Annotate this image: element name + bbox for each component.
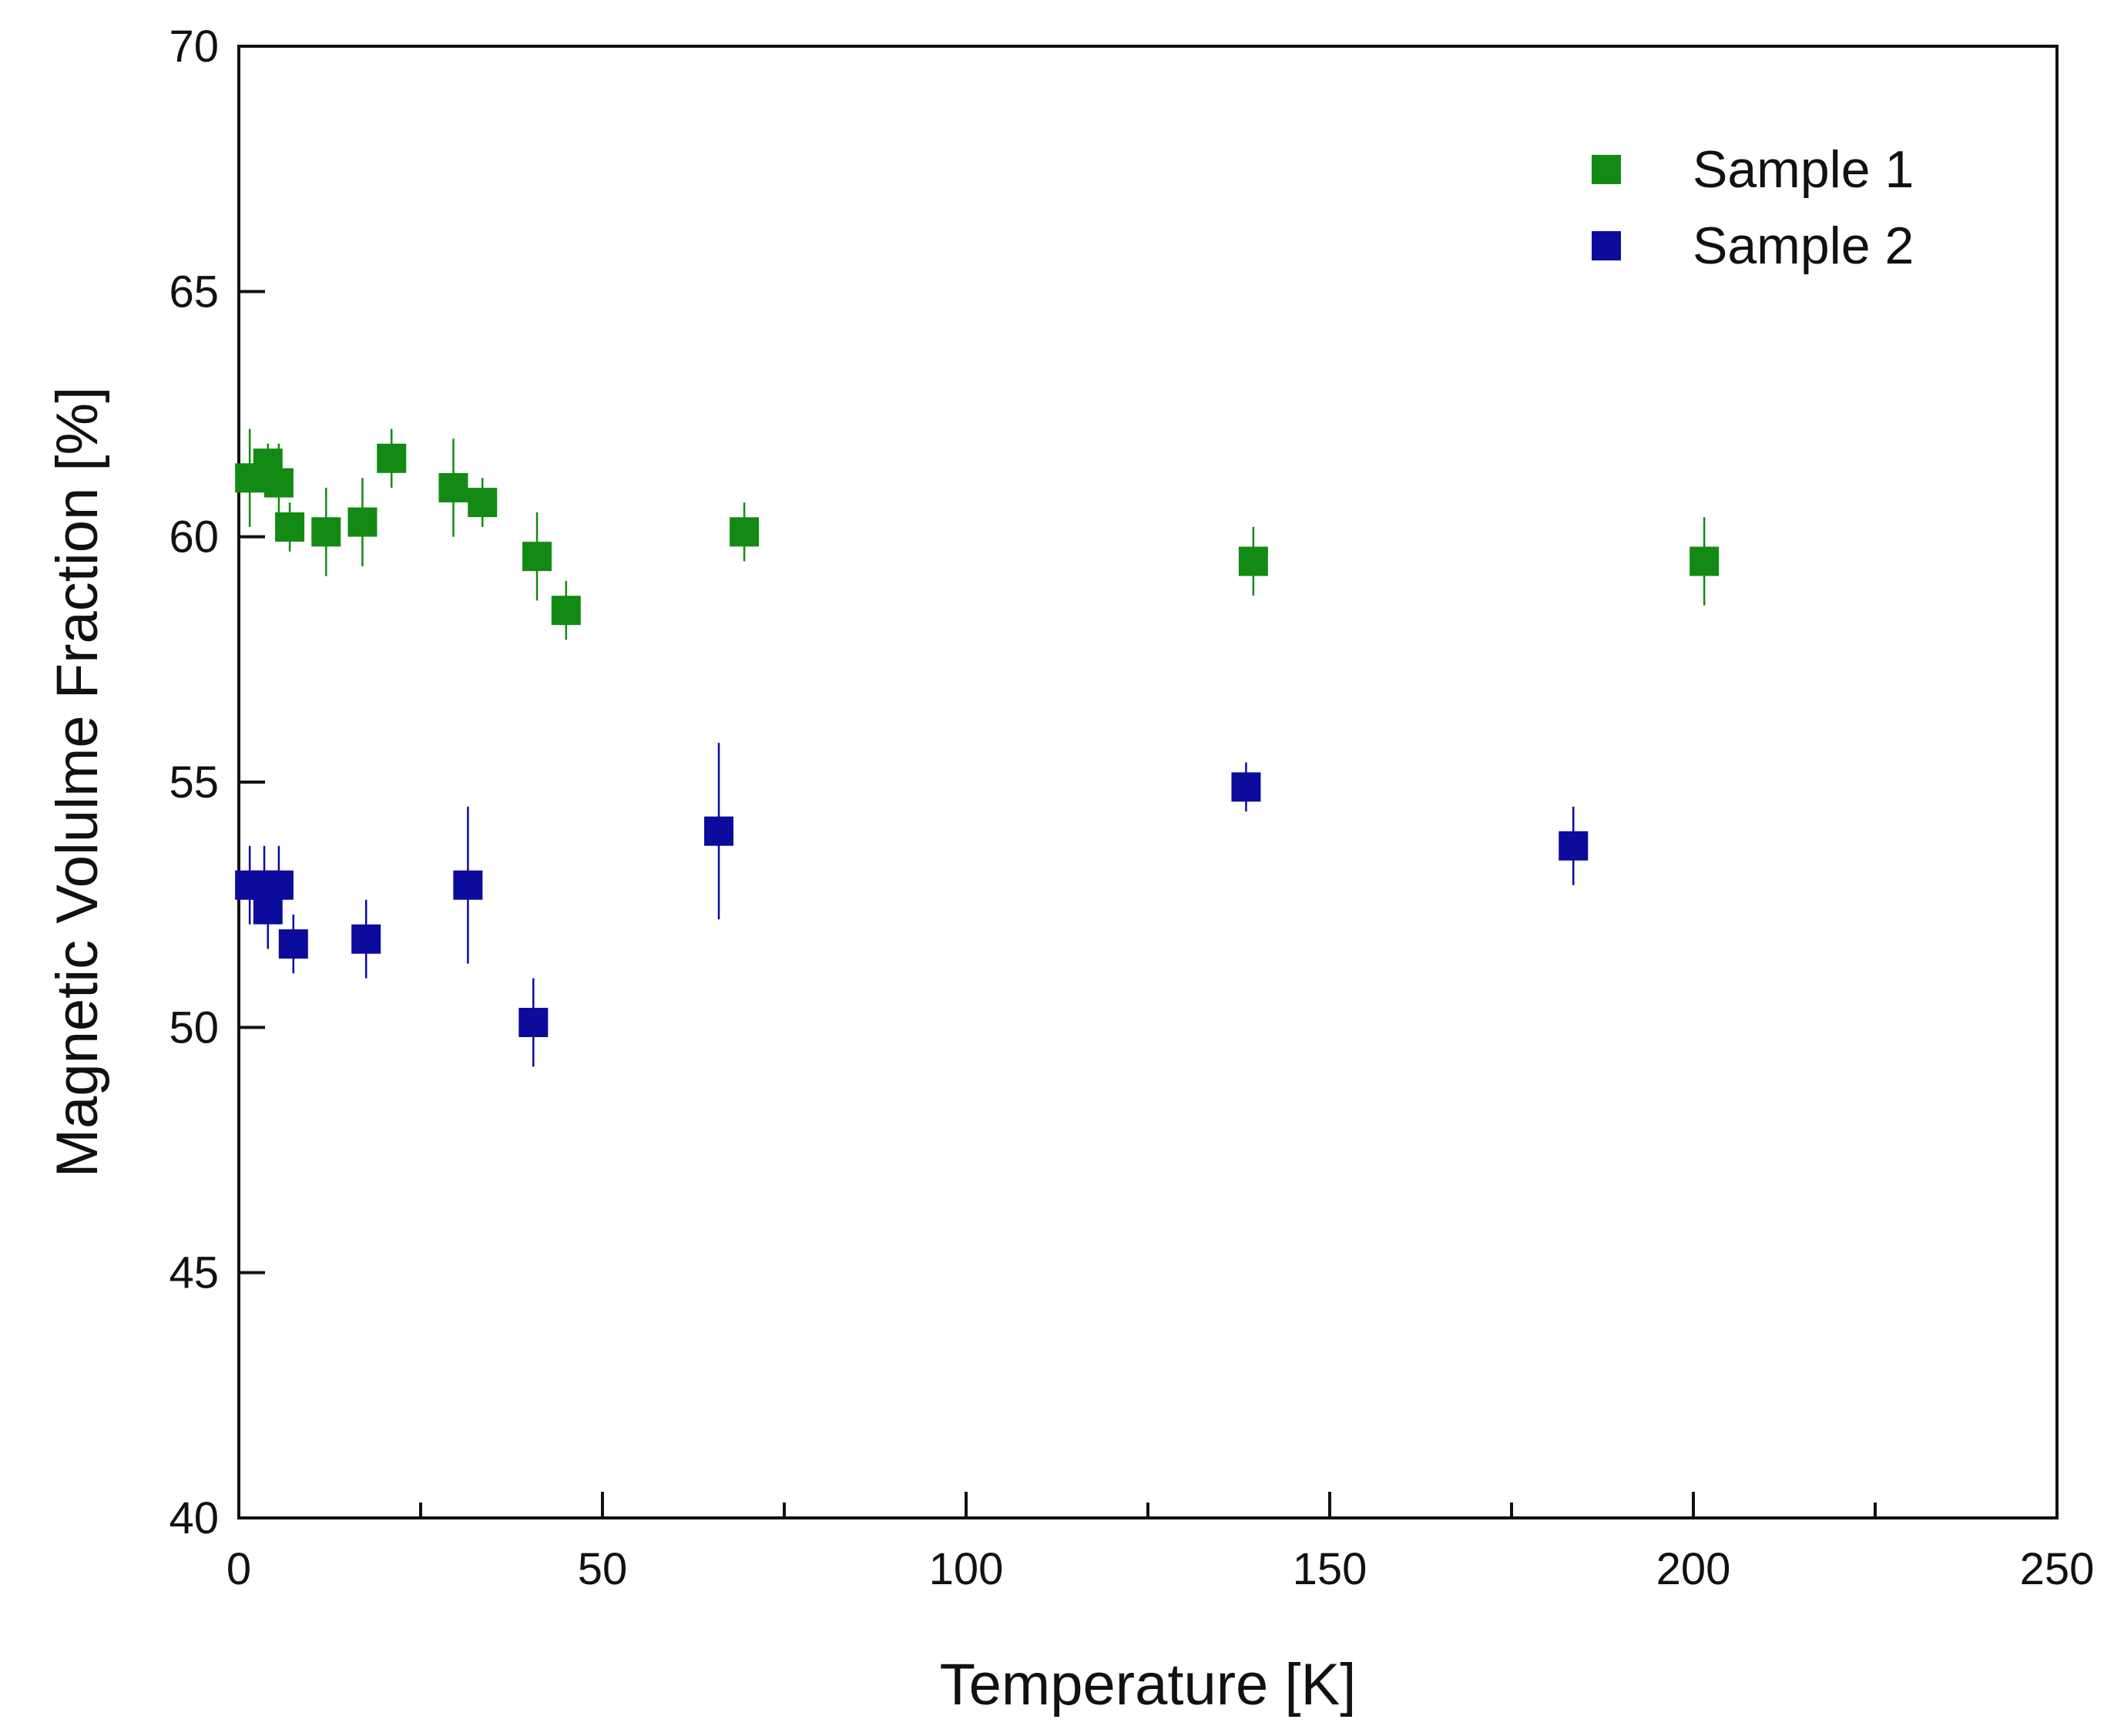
- y-tick-label: 60: [169, 512, 219, 562]
- data-point: [438, 473, 468, 502]
- data-point: [347, 507, 378, 537]
- series-2: [235, 743, 1589, 1067]
- data-point: [468, 488, 498, 518]
- data-series: [235, 428, 1720, 1067]
- x-tick-label: 250: [2020, 1544, 2095, 1594]
- data-point: [518, 1007, 549, 1037]
- x-tick-label: 200: [1656, 1544, 1731, 1594]
- data-point: [351, 924, 381, 954]
- y-tick-label: 70: [169, 22, 219, 72]
- y-tick-label: 50: [169, 1002, 219, 1053]
- y-tick-label: 40: [169, 1493, 219, 1543]
- legend: Sample 1 Sample 2: [1592, 140, 1914, 275]
- x-tick-label: 50: [578, 1544, 628, 1594]
- x-tick-label: 150: [1293, 1544, 1367, 1594]
- data-point: [278, 929, 308, 959]
- data-point: [1559, 831, 1589, 861]
- data-point: [551, 596, 581, 626]
- data-point: [253, 895, 283, 925]
- legend-label-sample-2: Sample 2: [1693, 217, 1914, 275]
- y-axis-title: Magnetic Volulme Fraction [%]: [45, 387, 110, 1177]
- y-tick-label: 45: [169, 1248, 219, 1298]
- x-tick-label: 0: [226, 1544, 251, 1594]
- y-axis-ticks: 40 45 50 55 60 65 70: [169, 22, 265, 1543]
- data-point: [263, 468, 294, 498]
- legend-label-sample-1: Sample 1: [1693, 140, 1914, 199]
- data-point: [311, 517, 341, 547]
- data-point: [730, 517, 760, 547]
- data-point: [453, 870, 483, 900]
- x-axis-ticks: 0 50 100 150 200 250: [226, 1492, 2095, 1594]
- legend-marker-sample-1: [1592, 155, 1621, 184]
- data-point: [1231, 772, 1261, 802]
- legend-marker-sample-2: [1592, 231, 1621, 260]
- data-point: [704, 816, 734, 846]
- x-axis-title: Temperature [K]: [940, 1652, 1357, 1718]
- data-point: [377, 443, 407, 473]
- data-point: [263, 870, 294, 900]
- y-tick-label: 65: [169, 267, 219, 317]
- series-1: [235, 428, 1720, 640]
- data-point: [522, 542, 552, 572]
- data-point: [275, 512, 305, 542]
- data-point: [1690, 546, 1720, 576]
- y-tick-label: 55: [169, 757, 219, 808]
- x-tick-label: 100: [929, 1544, 1004, 1594]
- data-point: [1238, 546, 1268, 576]
